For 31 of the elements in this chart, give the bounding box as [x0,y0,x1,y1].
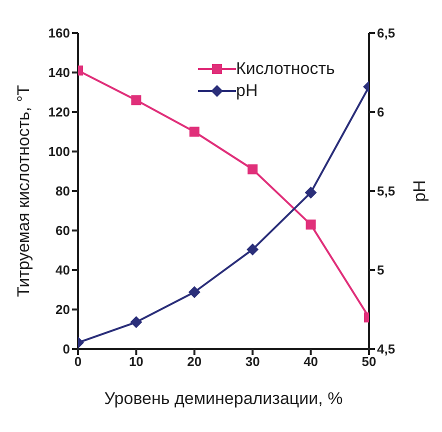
y-tick-label: 40 [56,262,70,278]
legend-label: Кислотность [236,59,335,79]
y-tick-label: 0 [62,342,70,357]
y2-tick-label: 5 [377,262,384,278]
y-tick-label: 120 [48,104,70,120]
x-tick-label: 40 [304,354,318,370]
y2-tick-label: 6 [377,104,384,120]
point [189,126,200,137]
point [306,220,316,230]
y-tick-label: 100 [48,144,70,160]
y-tick-label: 20 [56,302,70,318]
point [246,243,259,256]
y2-tick-label: 5,5 [377,184,396,199]
x-tick-label: 0 [74,354,82,370]
y2-tick-label: 6,5 [377,26,396,41]
x-axis-title: Уровень деминерализации, % [104,389,343,408]
y2-tick-label: 4,5 [377,342,396,357]
x-tick-label: 50 [362,354,376,370]
point [248,164,258,174]
y-tick-label: 160 [48,26,70,41]
y-axis-title: Титруемая кислотность, °Т [14,84,34,298]
x-tick-label: 30 [245,354,260,370]
y-tick-label: 60 [56,223,70,238]
x-tick-label: 20 [187,354,202,370]
x-tick-label: 10 [128,354,144,370]
y2-axis-title: pH [410,180,430,202]
point [188,286,200,298]
point [131,95,142,106]
y-tick-label: 140 [48,65,70,80]
legend-label: pH [236,81,258,101]
y-tick-label: 80 [56,184,70,199]
